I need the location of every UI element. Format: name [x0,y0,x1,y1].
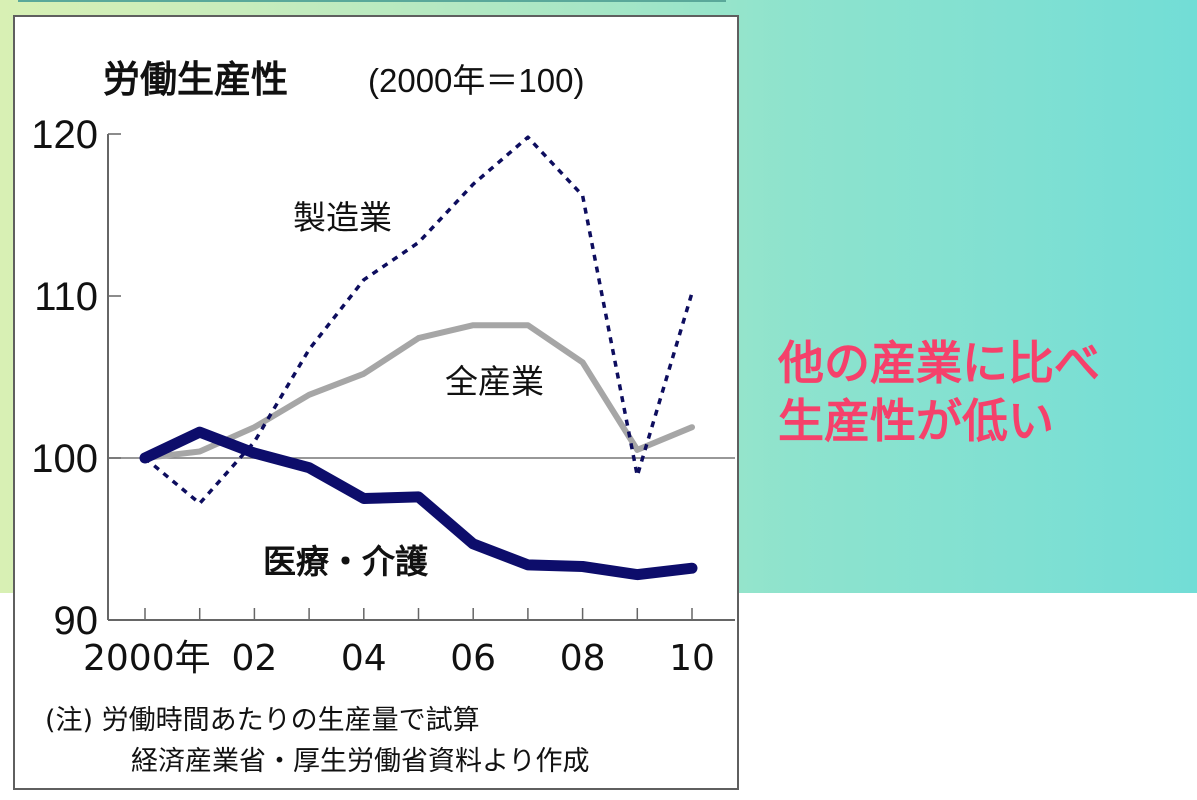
chart-series [139,135,698,581]
y-tick-label: 100 [31,437,98,481]
top-divider-line [18,0,726,2]
y-axis-labels: 120 110 100 90 [31,113,98,643]
label-medical-care: 医療・介護 [263,542,429,581]
x-tick-label: 08 [560,638,606,679]
label-all-industries: 全産業 [445,362,544,401]
side-annotation: 他の産業に比べ 生産性が低い [778,334,1197,450]
side-annotation-line1: 他の産業に比べ [778,336,1100,390]
y-tick-label: 110 [34,275,98,319]
series-all-industries [142,322,695,461]
x-axis-labels: 2000年 02 04 06 08 10 [83,638,715,679]
chart-note-source: 経済産業省・厚生労働省資料より作成 [131,746,589,777]
line-chart: 労働生産性 (2000年＝100) 120 110 100 90 2000年 02 04 0… [31,58,735,777]
x-tick-label: 10 [669,638,715,679]
y-tick-label: 120 [31,113,98,157]
series-medical-care [139,426,698,581]
chart-axes [107,133,735,621]
chart-panel: 労働生産性 (2000年＝100) 120 110 100 90 2000年 02 04 0… [13,15,739,790]
chart-title: 労働生産性 [103,58,288,101]
chart-note-method: (注) 労働時間あたりの生産量で試算 [45,705,480,736]
side-annotation-line2: 生産性が低い [778,394,1054,448]
chart-subtitle: (2000年＝100) [368,62,584,99]
x-tick-label: 06 [450,638,496,679]
y-tick-label: 90 [54,599,99,643]
x-tick-label: 04 [341,638,387,679]
x-tick-label: 02 [231,638,277,679]
x-tick-label: 2000年 [83,638,211,679]
label-manufacturing: 製造業 [293,198,392,237]
